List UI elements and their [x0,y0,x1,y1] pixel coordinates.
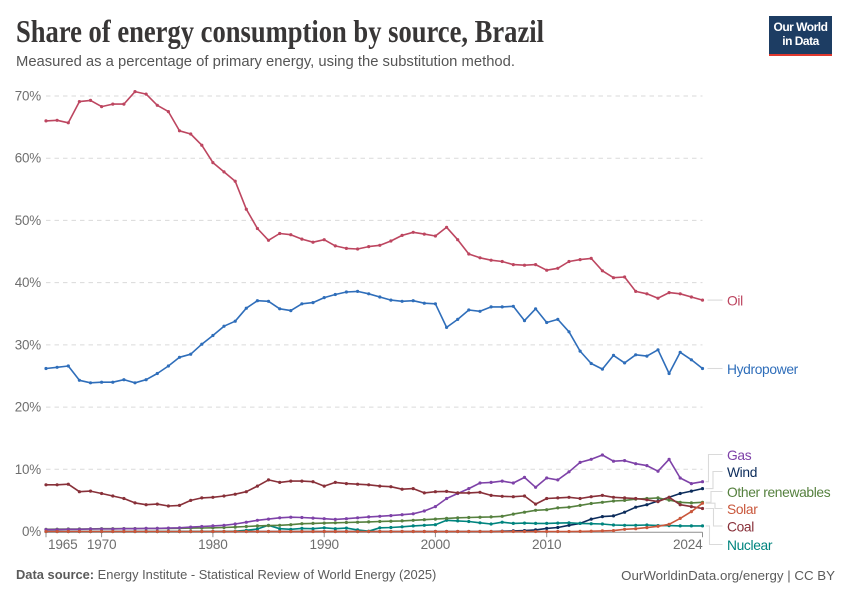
svg-text:40%: 40% [15,275,41,290]
svg-text:Hydropower: Hydropower [727,362,799,377]
svg-text:Nuclear: Nuclear [727,538,773,553]
svg-text:Wind: Wind [727,465,757,480]
svg-text:Gas: Gas [727,448,752,463]
svg-text:Coal: Coal [727,520,754,535]
svg-text:1990: 1990 [309,537,339,552]
svg-text:50%: 50% [15,213,41,228]
svg-text:Solar: Solar [727,502,758,517]
svg-text:20%: 20% [15,400,41,415]
svg-text:1965: 1965 [48,537,77,552]
svg-text:2024: 2024 [673,537,703,552]
svg-text:1970: 1970 [87,537,117,552]
svg-text:Other renewables: Other renewables [727,485,831,500]
svg-text:10%: 10% [15,462,41,477]
svg-text:2010: 2010 [532,537,562,552]
svg-text:0%: 0% [22,524,41,539]
svg-text:30%: 30% [15,337,41,352]
svg-text:Oil: Oil [727,294,743,309]
svg-text:1980: 1980 [198,537,228,552]
svg-text:60%: 60% [15,151,41,166]
svg-text:70%: 70% [15,89,41,104]
svg-text:2000: 2000 [421,537,451,552]
